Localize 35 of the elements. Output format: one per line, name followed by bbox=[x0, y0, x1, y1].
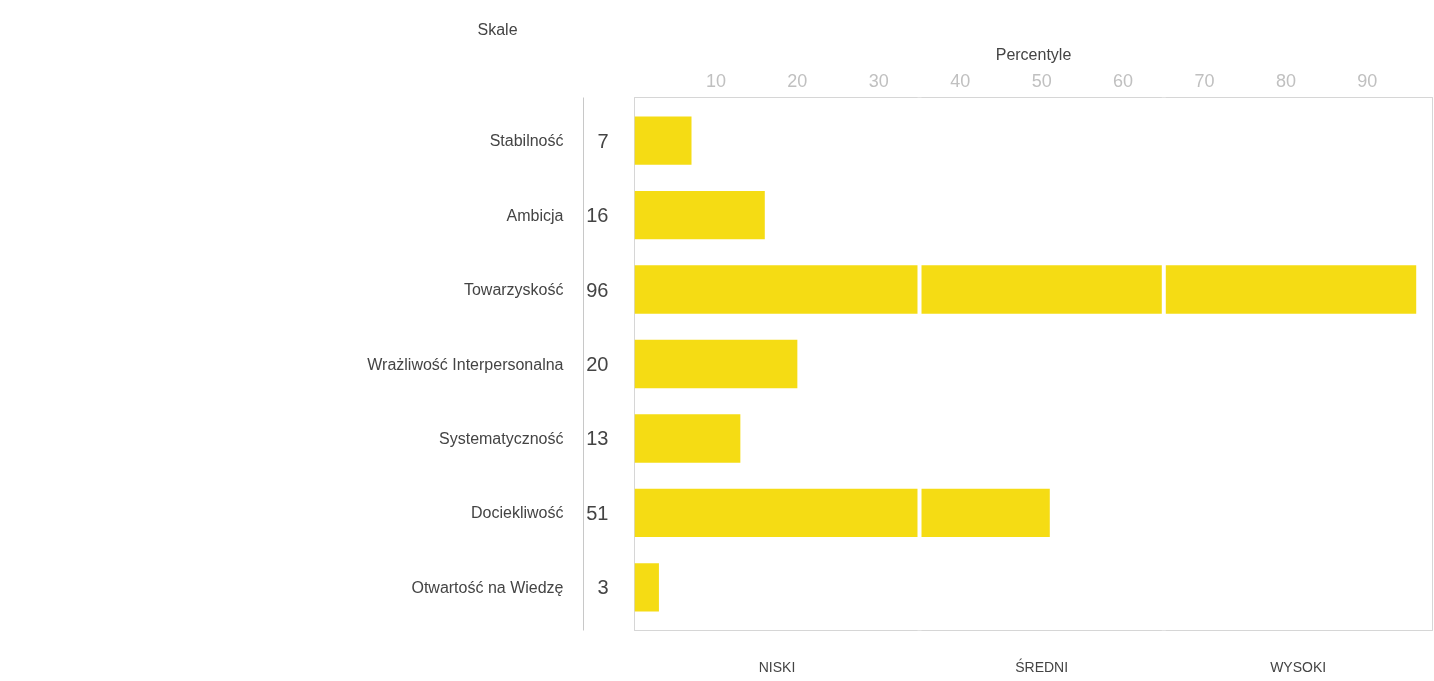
bar bbox=[634, 339, 798, 389]
y-tick-label: Systematyczność bbox=[439, 429, 564, 447]
x-axis-title: Percentyle bbox=[995, 45, 1072, 63]
bar bbox=[634, 414, 741, 463]
bar bbox=[634, 116, 692, 165]
x-tick-label: 50 bbox=[1031, 70, 1052, 91]
data-label: 13 bbox=[586, 427, 609, 450]
band-label: ŚREDNI bbox=[1015, 657, 1069, 675]
bar bbox=[634, 190, 765, 240]
data-label: 16 bbox=[586, 204, 609, 227]
band-label: WYSOKI bbox=[1270, 658, 1327, 675]
x-tick-label: 70 bbox=[1194, 70, 1215, 91]
x-tick-label: 90 bbox=[1357, 70, 1378, 91]
y-tick-label: Stabilność bbox=[489, 132, 564, 150]
bar bbox=[634, 563, 659, 612]
y-tick-label: Dociekliwość bbox=[471, 504, 564, 522]
y-tick-label: Otwartość na Wiedzę bbox=[411, 578, 564, 596]
band-label: NISKI bbox=[758, 658, 796, 675]
bar bbox=[634, 265, 1417, 314]
data-label: 7 bbox=[597, 129, 609, 152]
y-axis-title: Skale bbox=[477, 20, 518, 38]
data-label: 96 bbox=[586, 278, 609, 301]
x-tick-label: 60 bbox=[1113, 70, 1134, 91]
x-tick-label: 80 bbox=[1275, 70, 1296, 91]
data-label: 20 bbox=[586, 353, 609, 375]
data-label: 51 bbox=[586, 501, 609, 524]
x-tick-label: 40 bbox=[950, 70, 971, 91]
x-tick-label: 10 bbox=[705, 70, 726, 91]
y-tick-label: Towarzyskość bbox=[463, 281, 564, 299]
y-tick-label: Wrażliwość Interpersonalna bbox=[367, 355, 564, 373]
x-tick-label: 20 bbox=[787, 70, 808, 91]
bar bbox=[634, 488, 1050, 538]
y-tick-label: Ambicja bbox=[506, 206, 564, 224]
data-label: 3 bbox=[597, 576, 609, 599]
x-tick-label: 30 bbox=[868, 70, 889, 91]
